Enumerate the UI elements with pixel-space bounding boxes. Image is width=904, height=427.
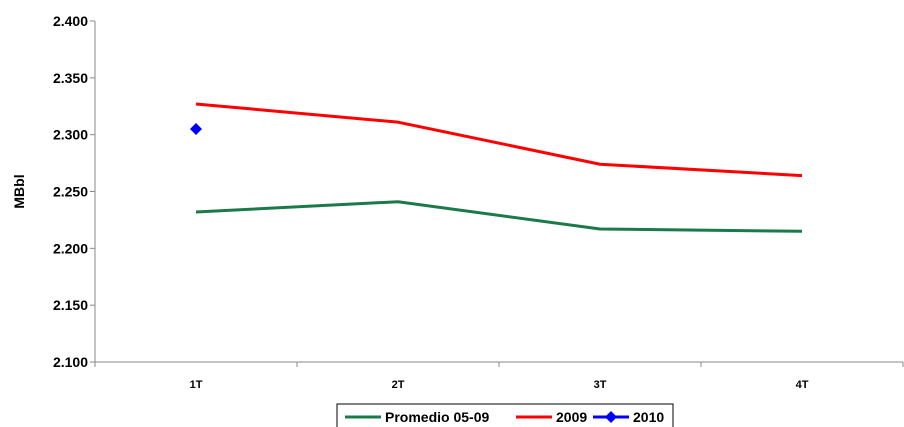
legend-box [336, 403, 674, 427]
legend-label: 2009 [556, 409, 587, 425]
series-group [190, 102, 803, 233]
data-point [190, 122, 202, 135]
x-tick-label: 1T [190, 379, 203, 391]
y-axis-label: MBbl [11, 174, 27, 208]
y-tick-label: 2.350 [53, 70, 88, 86]
y-tick-label: 2.200 [53, 240, 88, 256]
legend: Promedio 05-09 2009 2010 [336, 403, 674, 427]
x-tick-group: 1T 2T 3T 4T [94, 362, 904, 391]
legend-label: 2010 [633, 409, 664, 425]
x-tick-label: 2T [392, 379, 405, 391]
y-tick-label: 2.100 [53, 354, 88, 370]
x-tick-label: 3T [594, 379, 607, 391]
y-tick-label: 2.300 [53, 127, 88, 143]
legend-label: Promedio 05-09 [385, 409, 489, 425]
legend-marker [605, 411, 617, 423]
y-tick-label: 2.400 [53, 13, 88, 29]
series-line [195, 200, 803, 233]
y-tick-label: 2.250 [53, 184, 88, 200]
y-tick-group: 2.100 2.150 2.200 2.250 2.300 2.350 2.400 [53, 13, 95, 370]
axes [94, 21, 903, 363]
series-line [195, 102, 803, 178]
y-tick-label: 2.150 [53, 297, 88, 313]
x-tick-label: 4T [796, 379, 809, 391]
